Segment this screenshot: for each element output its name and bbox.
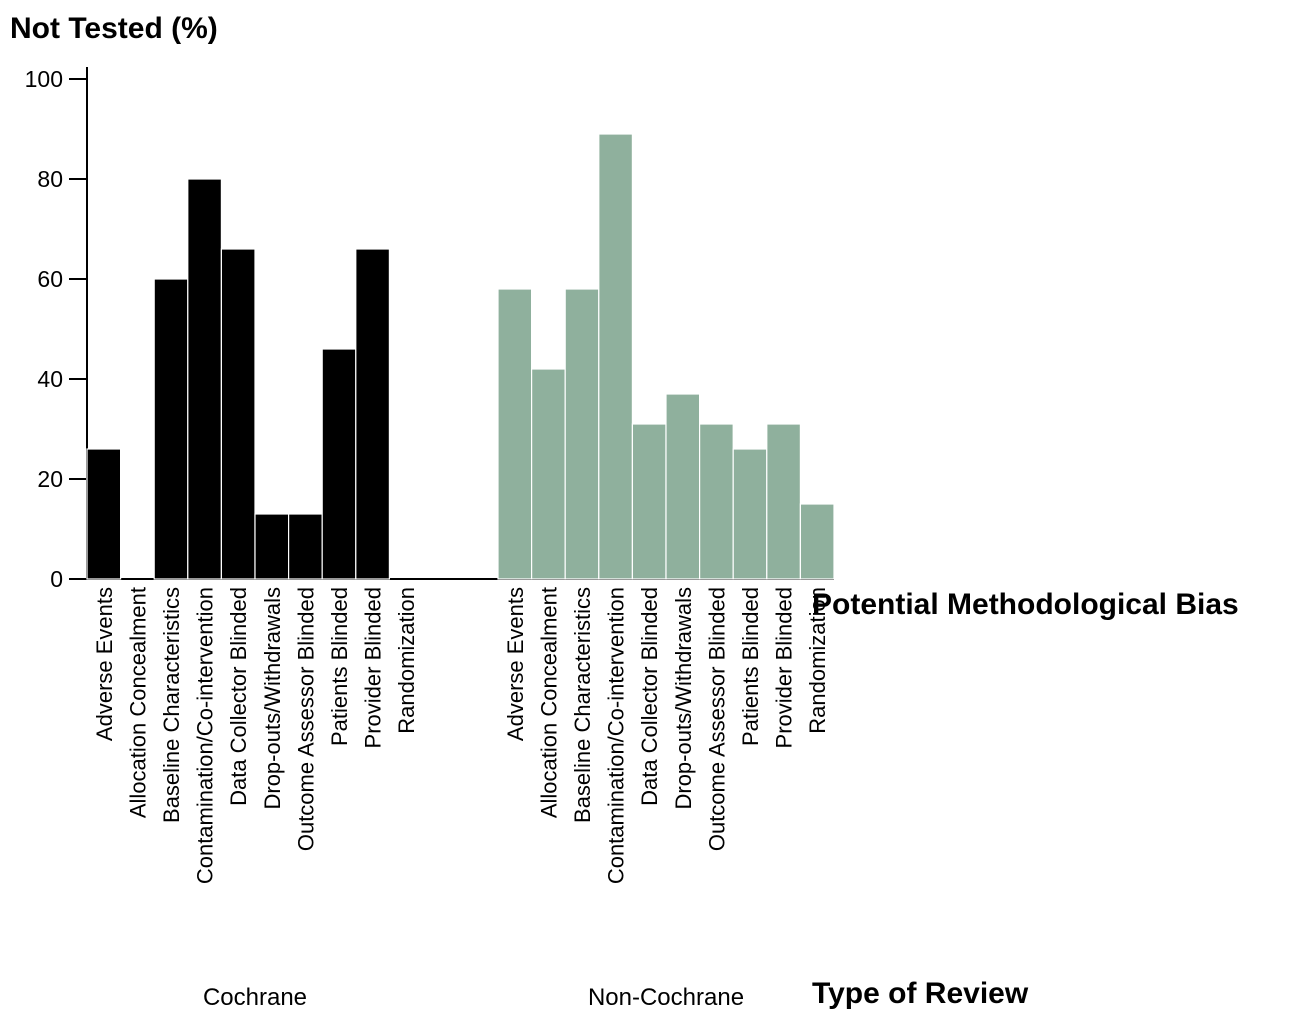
y-axis-title: Not Tested (%) [10, 12, 218, 45]
category-tick-label: Drop-outs/Withdrawals [260, 587, 285, 810]
category-tick-label: Baseline Characteristics [159, 587, 184, 823]
bar [732, 448, 768, 580]
bar [698, 423, 734, 580]
category-tick-label: Baseline Characteristics [570, 587, 595, 823]
y-tick-label: 40 [37, 366, 63, 392]
category-tick-label: Drop-outs/Withdrawals [671, 587, 696, 810]
category-tick-label: Data Collector Blinded [637, 587, 662, 806]
bar [86, 448, 122, 580]
bar [766, 423, 801, 580]
category-tick-label: Allocation Concealment [125, 587, 150, 818]
bar [254, 513, 290, 580]
bar [187, 178, 223, 580]
bar [665, 393, 701, 580]
y-tick-label: 60 [37, 266, 63, 292]
category-tick-label: Randomization [805, 587, 830, 734]
y-tick-label: 100 [25, 66, 63, 92]
series-group-label: Cochrane [203, 984, 307, 1011]
group-axis-title: Type of Review [812, 977, 1029, 1010]
series-group-label: Non-Cochrane [588, 984, 744, 1011]
bar [530, 368, 566, 580]
bar [288, 513, 323, 580]
category-tick-label: Provider Blinded [772, 587, 797, 748]
y-tick-label: 20 [37, 466, 63, 492]
bar [220, 248, 256, 580]
y-tick-label: 0 [50, 566, 63, 592]
x-axis-title: Potential Methodological Bias [812, 588, 1239, 621]
bar [598, 133, 633, 580]
bar [497, 288, 533, 580]
category-tick-label: Contamination/Co-intervention [604, 587, 629, 884]
y-tick-label: 80 [37, 166, 63, 192]
category-tick-label: Adverse Events [503, 587, 528, 741]
category-tick-label: Allocation Concealment [536, 587, 561, 818]
bar [153, 278, 189, 580]
category-tick-label: Patients Blinded [738, 587, 763, 746]
category-tick-label: Data Collector Blinded [226, 587, 251, 806]
bar [564, 288, 600, 580]
category-tick-label: Outcome Assessor Blinded [293, 587, 318, 851]
category-tick-label: Contamination/Co-intervention [193, 587, 218, 884]
category-tick-label: Provider Blinded [361, 587, 386, 748]
category-labels-layer: Adverse Events Allocation Concealment Base… [92, 587, 830, 884]
bars-layer [86, 133, 835, 580]
bar [799, 503, 835, 580]
category-tick-label: Adverse Events [92, 587, 117, 741]
bar [355, 248, 390, 580]
bar [321, 348, 357, 580]
category-tick-label: Randomization [394, 587, 419, 734]
bar [631, 423, 667, 580]
category-tick-label: Patients Blinded [327, 587, 352, 746]
group-labels-layer: Cochrane Non-Cochrane [203, 984, 744, 1011]
category-tick-label: Outcome Assessor Blinded [704, 587, 729, 851]
